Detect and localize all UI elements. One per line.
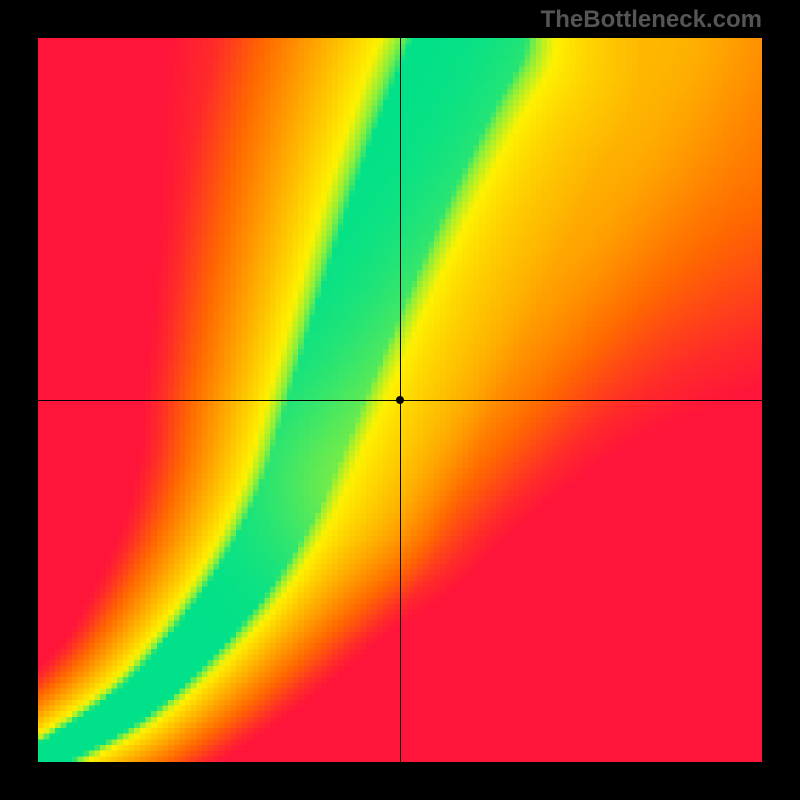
watermark-text: TheBottleneck.com bbox=[541, 6, 762, 34]
crosshair-marker bbox=[396, 396, 404, 404]
chart-container: TheBottleneck.com bbox=[0, 0, 800, 800]
